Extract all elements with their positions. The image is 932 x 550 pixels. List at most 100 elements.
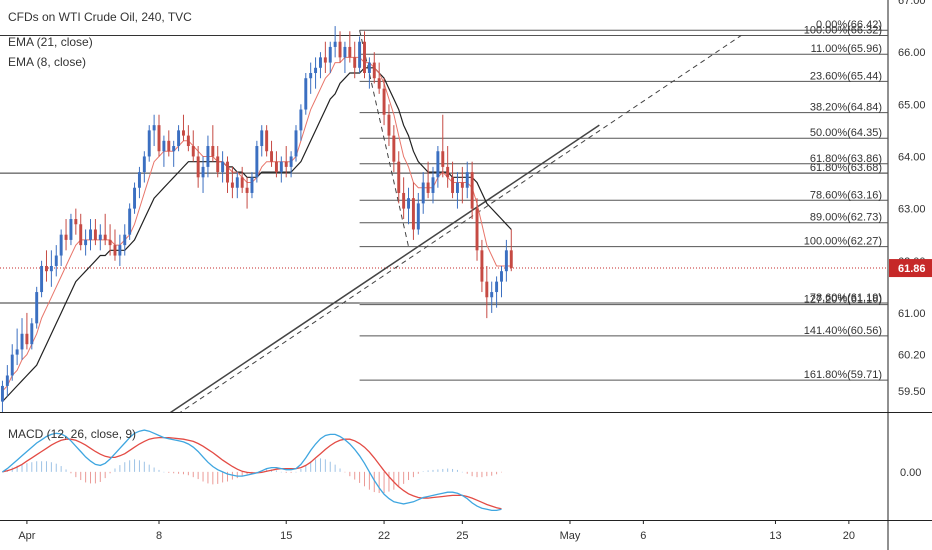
macd-histogram-bar: [319, 458, 321, 472]
candle-body: [343, 46, 347, 58]
candle-body: [441, 151, 445, 167]
candle-body: [407, 198, 410, 209]
candle-body: [49, 265, 53, 272]
macd-histogram-bar: [290, 471, 292, 473]
macd-histogram-bar: [368, 471, 370, 490]
price-tick-label: 66.00: [898, 47, 926, 59]
fib-level-label: 78.60%(61.19): [810, 292, 882, 304]
macd-histogram-bar: [398, 471, 400, 487]
macd-histogram-bar: [75, 471, 77, 478]
price-tick-label: 65.00: [898, 99, 926, 111]
macd-histogram-bar: [138, 460, 140, 472]
candle-body: [314, 67, 318, 74]
macd-histogram-bar: [173, 471, 175, 474]
macd-histogram-bar: [280, 471, 282, 473]
macd-line: [2, 429, 502, 512]
candle-body: [480, 250, 484, 282]
candle-body: [411, 198, 415, 230]
candle-body: [5, 375, 9, 386]
macd-histogram-bar: [241, 471, 243, 477]
macd-histogram-bar: [163, 471, 165, 473]
fib-level-label: 161.80%(59.71): [804, 369, 882, 381]
time-tick-label: Apr: [18, 530, 35, 542]
macd-histogram-bar: [60, 466, 62, 472]
candle-body: [509, 250, 513, 269]
macd-histogram-bar: [432, 469, 434, 472]
macd-histogram-bar: [124, 462, 126, 472]
candle-body: [59, 234, 63, 256]
macd-histogram-bar: [143, 461, 145, 472]
candle-body: [392, 135, 396, 162]
price-tick-label: 63.00: [898, 204, 926, 216]
candle-body: [54, 255, 58, 266]
macd-legend: MACD (12, 26, close, 9): [8, 427, 137, 441]
candle-body: [387, 114, 391, 136]
macd-histogram-bar: [182, 471, 184, 475]
time-tick-label: 25: [456, 530, 468, 542]
macd-histogram-bar: [80, 471, 82, 481]
macd-histogram-bar: [437, 469, 439, 472]
candle-body: [294, 130, 298, 157]
macd-histogram-bar: [466, 471, 468, 474]
price-tick-label: 60.20: [898, 350, 926, 362]
candle-body: [191, 146, 195, 157]
macd-histogram-bar: [422, 471, 424, 472]
candle-body: [255, 146, 259, 178]
time-tick-label: 15: [280, 530, 292, 542]
fib-level-label: 127.20%(61.16): [804, 294, 882, 306]
candle-body: [323, 57, 327, 63]
candle-body: [45, 265, 48, 272]
macd-histogram-bar: [447, 468, 449, 472]
main-pane: 0.00%(66.42)100.00%(66.32) 11.00%(65.96) 2…: [0, 19, 888, 412]
macd-histogram-bar: [109, 471, 111, 474]
candle-body: [137, 172, 141, 188]
price-tick-label: 59.50: [898, 386, 926, 398]
macd-histogram-bar: [476, 471, 478, 478]
candle-body: [279, 161, 283, 173]
candle-body: [20, 333, 24, 350]
candle-body: [113, 245, 117, 256]
fib-level-label: 78.60%(63.16): [810, 189, 882, 201]
macd-histogram-bar: [207, 471, 209, 484]
candle-body: [451, 177, 455, 193]
macd-histogram-bar: [114, 468, 116, 472]
macd-histogram-bar: [85, 471, 87, 483]
candle-body: [333, 41, 337, 47]
macd-histogram-bar: [217, 471, 219, 484]
macd-histogram-bar: [129, 460, 131, 472]
price-tick-label: 67.00: [898, 0, 926, 7]
candle-body: [402, 192, 406, 209]
macd-histogram-bar: [373, 471, 375, 493]
trend-line: [359, 30, 410, 247]
macd-pane: [1, 429, 502, 512]
macd-histogram-bar: [349, 471, 351, 477]
macd-histogram-bar: [41, 461, 43, 472]
macd-histogram-bar: [315, 459, 317, 472]
candle-body: [226, 161, 229, 183]
macd-histogram-bar: [388, 471, 390, 492]
macd-histogram-bar: [153, 467, 155, 472]
fib-level-label: 0.00%(66.42): [816, 19, 882, 31]
candle-body: [40, 265, 44, 293]
macd-histogram-bar: [329, 461, 331, 472]
macd-histogram-bar: [417, 471, 419, 474]
macd-histogram-bar: [134, 459, 136, 472]
candle-body: [172, 146, 176, 152]
macd-histogram-bar: [442, 468, 444, 472]
macd-histogram-bar: [26, 463, 28, 472]
candle-body: [245, 187, 249, 193]
candle-body: [128, 208, 132, 235]
macd-histogram-bar: [461, 471, 463, 473]
candle-body: [372, 62, 376, 79]
candle-body: [260, 130, 264, 147]
candle-body: [348, 46, 352, 58]
candle-body: [64, 234, 68, 240]
candle-body: [103, 234, 107, 240]
candle-body: [177, 130, 181, 147]
candle-body: [353, 57, 357, 68]
last-price-badge: [889, 259, 932, 278]
candle-body: [426, 182, 430, 193]
macd-histogram-bar: [354, 471, 356, 480]
